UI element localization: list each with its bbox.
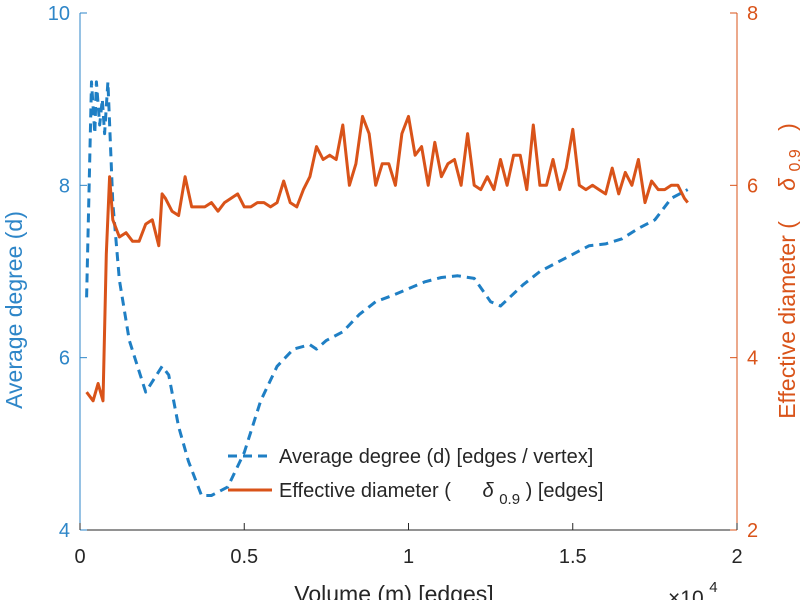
legend-label-effective-diameter-text: Effective diameter ( (279, 480, 451, 502)
right-tick-label: 6 (747, 175, 758, 197)
x-axis: 0 0.5 1 1.5 2 (74, 523, 743, 568)
left-tick-label: 6 (59, 348, 70, 370)
left-tick-label: 10 (48, 3, 70, 25)
left-y-axis: 4 6 8 10 (48, 3, 87, 542)
left-tick-label: 4 (59, 520, 70, 542)
legend-label-effective-diameter: Effective diameter ( δ 0.9 ) [edges] (279, 480, 603, 509)
right-y-axis-label-sub: 0.9 (787, 149, 804, 171)
x-axis-label: Volume (m) [edges] (294, 581, 493, 600)
x-tick-label: 0 (74, 546, 85, 568)
legend-label-average-degree: Average degree (d) [edges / vertex] (279, 446, 593, 468)
right-y-axis-label-text: Effective diameter ( (774, 221, 800, 419)
series-layer (85, 80, 689, 497)
legend-label-delta-symbol: δ (483, 480, 495, 502)
x-axis-exponent-power: 4 (709, 579, 717, 596)
left-tick-label: 8 (59, 175, 70, 197)
legend: Average degree (d) [edges / vertex] Effe… (228, 446, 603, 509)
series-line-effective-diameter (85, 114, 689, 403)
right-tick-label: 4 (747, 348, 758, 370)
right-y-axis-label-symbol: δ (774, 178, 800, 191)
right-tick-label: 8 (747, 3, 758, 25)
legend-label-delta-sub: 0.9 (499, 491, 520, 508)
series-line-average-degree (85, 80, 689, 497)
x-axis-exponent-base: ×10 (668, 587, 704, 600)
right-y-axis-label-end: ) (774, 123, 800, 131)
right-y-axis-label: Effective diameter ( δ 0.9 ) (774, 123, 805, 419)
x-tick-label: 1 (403, 546, 414, 568)
legend-label-effective-diameter-end: ) [edges] (526, 480, 604, 502)
left-y-axis-label: Average degree (d) (1, 211, 27, 409)
x-axis-exponent: ×10 4 (668, 579, 718, 600)
right-y-axis: 2 4 6 8 (730, 3, 758, 542)
x-tick-label: 0.5 (230, 546, 258, 568)
x-tick-label: 1.5 (559, 546, 587, 568)
x-tick-label: 2 (731, 546, 742, 568)
right-tick-label: 2 (747, 520, 758, 542)
